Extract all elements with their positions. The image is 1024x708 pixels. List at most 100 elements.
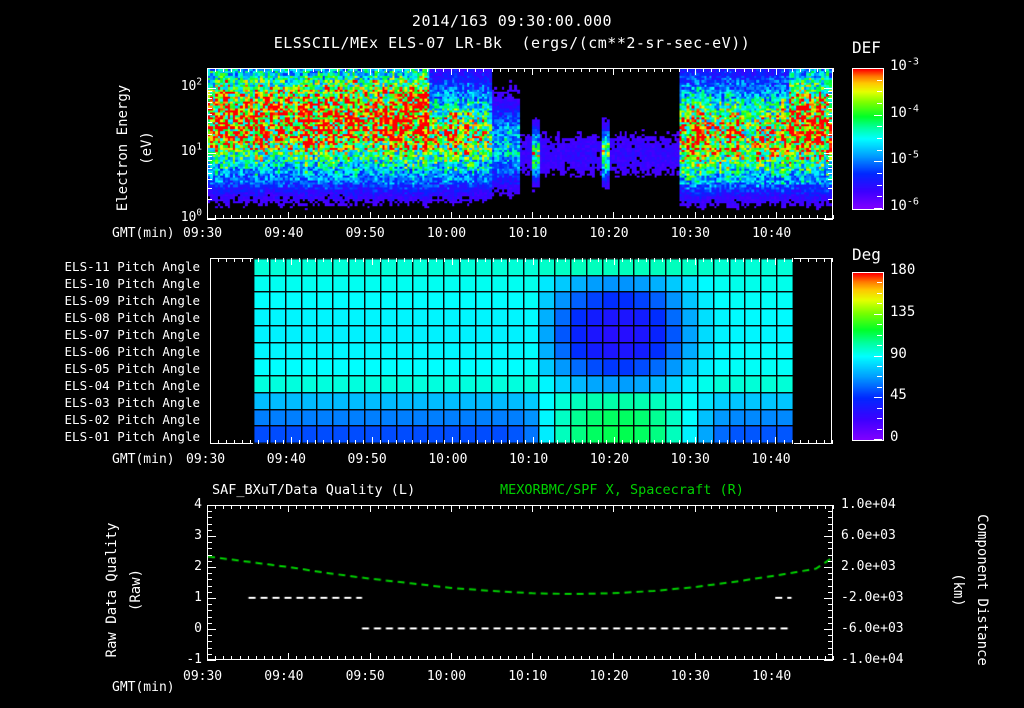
- deg-colorbar-tick-label: 90: [890, 345, 907, 362]
- panel1-x-minor-tick: [719, 68, 721, 72]
- deg-colorbar-tick-label: 45: [890, 387, 907, 404]
- panel2-x-minor-tick: [759, 258, 761, 262]
- pitch-angle-cell: [681, 425, 699, 444]
- spectrogram-canvas: [208, 69, 832, 218]
- panel2-x-minor-tick: [339, 440, 341, 444]
- pitch-angle-cell: [269, 425, 287, 444]
- panel2-x-minor-tick: [306, 440, 308, 444]
- panel1-x-minor-tick: [540, 215, 542, 219]
- panel1-x-minor-tick: [686, 68, 688, 72]
- panel2-x-minor-tick: [411, 440, 413, 444]
- pitch-angle-cell: [443, 275, 461, 293]
- pitch-angle-cell: [364, 291, 382, 310]
- panel3-x-minor-tick: [247, 656, 249, 660]
- panel3-x-minor-tick: [410, 656, 412, 660]
- panel1-x-minor-tick: [735, 68, 737, 72]
- pitch-angle-cell: [380, 325, 398, 344]
- panel2-x-minor-tick: [242, 440, 244, 444]
- panel3-y-right-tick-label: 2.0e+03: [841, 559, 896, 574]
- panel3-x-minor-tick: [247, 505, 249, 509]
- panel3-y-left-minor-tick: [207, 529, 212, 531]
- panel2-x-minor-tick: [549, 258, 551, 262]
- pitch-angle-cell: [459, 258, 477, 277]
- pitch-angle-cell: [364, 392, 382, 411]
- pitch-angle-cell: [491, 375, 509, 394]
- pitch-angle-cell: [618, 342, 635, 360]
- pitch-angle-cell: [554, 325, 572, 344]
- pitch-angle-cell: [285, 409, 303, 427]
- panel3-x-minor-tick: [328, 505, 330, 509]
- panel3-x-minor-tick: [304, 505, 306, 509]
- panel3-x-minor-tick: [369, 505, 371, 512]
- pitch-angle-cell: [332, 392, 350, 411]
- panel3-x-minor-tick: [255, 505, 257, 509]
- panel2-x-minor-tick: [436, 258, 438, 262]
- panel2-x-minor-tick: [759, 440, 761, 444]
- pitch-angle-cell: [269, 392, 287, 411]
- panel3-x-minor-tick: [475, 505, 477, 509]
- panel3-x-minor-tick: [288, 505, 290, 512]
- deg-colorbar-tick-label: 135: [890, 303, 916, 320]
- pitch-angle-cell: [301, 392, 318, 411]
- panel3-y-left-minor-tick: [207, 536, 212, 537]
- pitch-angle-cell: [396, 291, 414, 310]
- panel1-x-minor-tick: [670, 215, 672, 219]
- pitch-angle-cell: [507, 258, 524, 277]
- panel3-x-minor-tick: [418, 656, 420, 660]
- panel3-x-minor-tick: [524, 656, 526, 660]
- panel3-x-minor-tick: [345, 656, 347, 660]
- panel1-x-minor-tick: [288, 68, 290, 75]
- panel3-y-right-minor-tick: [828, 511, 833, 513]
- panel2-x-minor-tick: [751, 440, 753, 444]
- panel1-x-minor-tick: [833, 215, 834, 219]
- panel1-x-minor-tick: [426, 68, 428, 72]
- panel2-x-minor-tick: [250, 258, 252, 262]
- pitch-angle-cell: [269, 275, 287, 293]
- panel1-x-minor-tick: [767, 68, 769, 72]
- panel1-x-minor-tick: [572, 68, 574, 72]
- panel3-y-left-tick-label: 0: [194, 621, 202, 636]
- panel3-x-minor-tick: [824, 505, 826, 509]
- panel2-x-minor-tick: [557, 258, 559, 262]
- panel2-x-minor-tick: [323, 440, 325, 444]
- pitch-angle-cell: [316, 375, 334, 394]
- panel3-x-minor-tick: [296, 505, 298, 509]
- pitch-angle-cell: [618, 308, 635, 327]
- pitch-angle-cell: [443, 375, 461, 394]
- panel2-x-minor-tick: [743, 258, 745, 262]
- panel2-x-minor-tick: [420, 258, 422, 262]
- panel1-x-minor-tick: [328, 215, 330, 219]
- pitch-angle-cell: [649, 258, 667, 277]
- panel3-x-minor-tick: [743, 505, 745, 509]
- pitch-angle-cell: [396, 342, 414, 360]
- pitch-angle-cell: [760, 325, 778, 344]
- pitch-angle-cell: [253, 325, 271, 344]
- pitch-angle-cell: [269, 358, 287, 377]
- panel2-x-minor-tick: [702, 258, 704, 262]
- panel3-x-minor-tick: [475, 656, 477, 660]
- pitch-angle-cell: [538, 342, 556, 360]
- panel3-x-minor-tick: [767, 656, 769, 660]
- panel1-x-minor-tick: [231, 215, 233, 219]
- pitch-angle-cell: [427, 325, 445, 344]
- panel2-x-minor-tick: [274, 440, 276, 444]
- pitch-angle-cell: [301, 258, 318, 277]
- pitch-angle-cell: [348, 342, 366, 360]
- pitch-angle-cell: [301, 291, 318, 310]
- panel1-x-minor-tick: [402, 215, 404, 219]
- pitch-angle-cell: [538, 358, 556, 377]
- panel2-x-minor-tick: [815, 258, 817, 262]
- pitch-angle-cell: [427, 275, 445, 293]
- pitch-angle-cell: [459, 358, 477, 377]
- pitch-angle-cell: [427, 392, 445, 411]
- panel3-x-minor-tick: [402, 505, 404, 509]
- panel3-x-minor-tick: [654, 656, 656, 660]
- panel1-x-minor-tick: [678, 215, 680, 219]
- pitch-angle-cell: [285, 375, 303, 394]
- panel2-x-tick-label: 10:10: [509, 452, 549, 467]
- panel2-x-minor-tick: [428, 440, 430, 444]
- panel3-x-minor-tick: [792, 656, 794, 660]
- pitch-angle-cell: [744, 375, 762, 394]
- panel3-x-minor-tick: [410, 505, 412, 509]
- pitch-angle-cell: [396, 275, 414, 293]
